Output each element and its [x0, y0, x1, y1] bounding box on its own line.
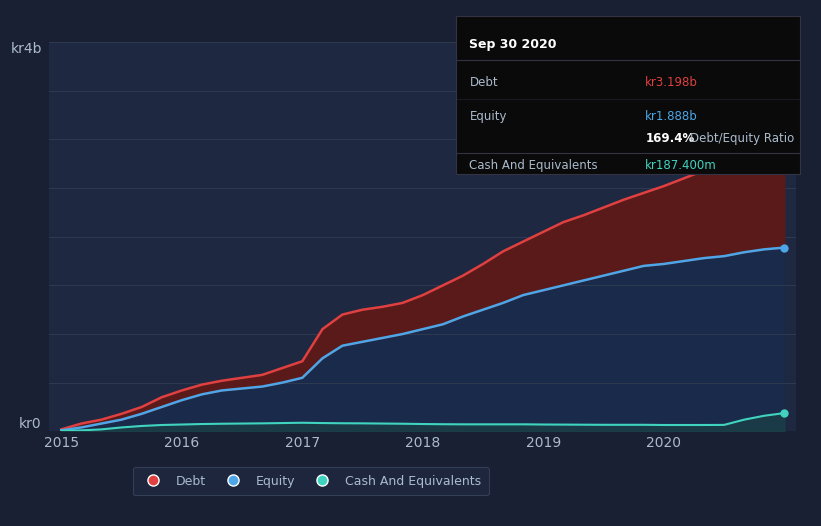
Text: Cash And Equivalents: Cash And Equivalents: [470, 159, 598, 172]
Text: 169.4%: 169.4%: [645, 133, 695, 145]
Text: Sep 30 2020: Sep 30 2020: [470, 38, 557, 50]
Text: Debt: Debt: [470, 76, 498, 88]
Text: kr1.888b: kr1.888b: [645, 110, 698, 123]
Text: kr4b: kr4b: [11, 42, 42, 56]
Text: kr0: kr0: [19, 417, 42, 431]
Legend: Debt, Equity, Cash And Equivalents: Debt, Equity, Cash And Equivalents: [133, 467, 488, 495]
Text: kr187.400m: kr187.400m: [645, 159, 717, 172]
Text: Debt/Equity Ratio: Debt/Equity Ratio: [690, 133, 795, 145]
Text: kr3.198b: kr3.198b: [645, 76, 698, 88]
Text: Equity: Equity: [470, 110, 507, 123]
